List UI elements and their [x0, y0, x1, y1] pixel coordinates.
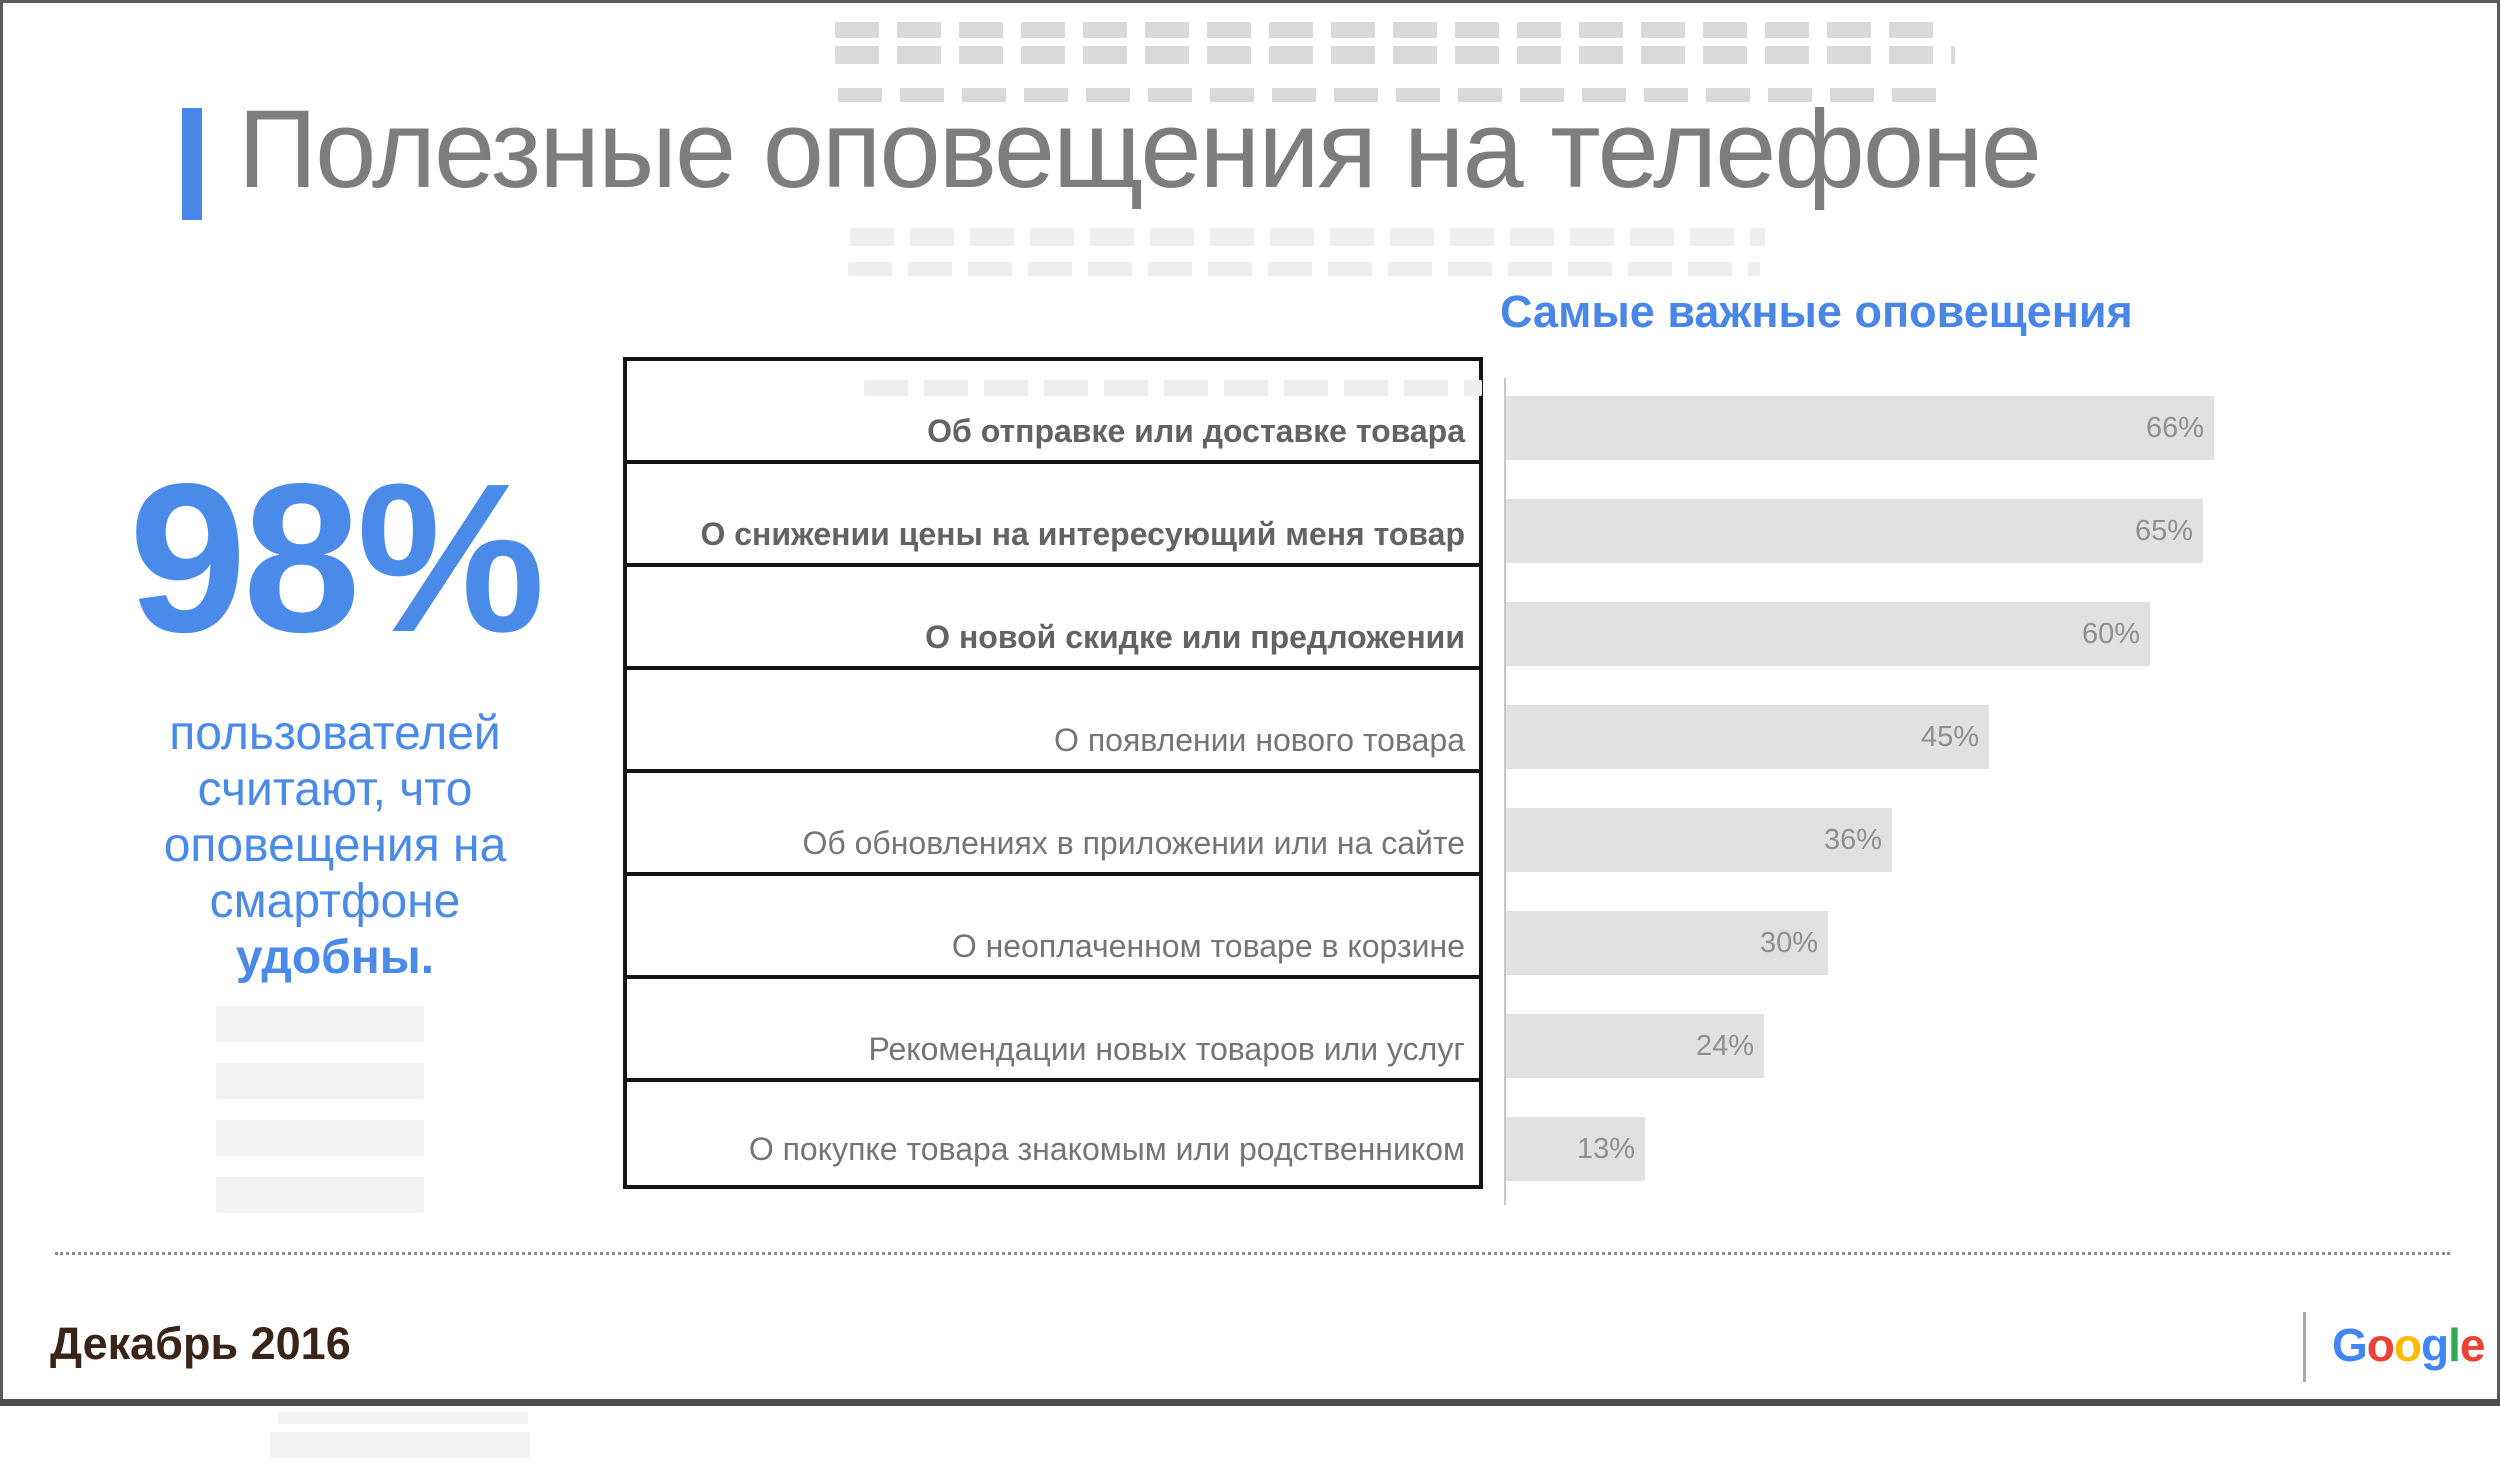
google-logo-letter: o [2366, 1319, 2395, 1371]
chart-bar-value: 60% [2081, 617, 2140, 650]
chart-bar-value: 66% [2145, 411, 2204, 444]
chart-category-label: О покупке товара знакомым или родственни… [748, 1131, 1465, 1167]
google-logo-letter: l [2448, 1319, 2461, 1371]
ghost-text-row [848, 262, 1760, 276]
chart-bar: 13% [1506, 1117, 1645, 1181]
chart-bar-value: 45% [1920, 720, 1979, 753]
ghost-text-row [838, 88, 1953, 102]
chart-bar-value: 65% [2134, 514, 2193, 547]
stat-big-number: 98% [128, 439, 545, 676]
ghost-text-row [278, 1412, 528, 1424]
google-logo-letter: g [2421, 1319, 2449, 1371]
ghost-text-row [216, 1177, 424, 1213]
chart-category-label: О новой скидке или предложении [627, 567, 1479, 670]
ghost-text-row [270, 1432, 530, 1458]
chart-bar-value: 13% [1576, 1132, 1635, 1165]
chart-category-label: О появлении нового товара [627, 670, 1479, 773]
ghost-text-row [864, 380, 1482, 396]
ghost-text-row [216, 1063, 424, 1099]
ghost-text-row [835, 22, 1950, 38]
ghost-text-row [850, 228, 1765, 246]
chart-bar: 66% [1506, 396, 2214, 460]
chart-bar: 30% [1506, 911, 1828, 975]
stat-line: оповещения на [163, 819, 507, 872]
footer-divider [55, 1252, 2450, 1255]
chart-bar: 24% [1506, 1014, 1764, 1078]
chart-category-label: Об отправке или доставке товара [627, 361, 1479, 464]
ghost-text-row [216, 1006, 424, 1042]
stat-lines: пользователей считают, что оповещения на см… [105, 706, 565, 930]
google-logo-letter: o [2393, 1319, 2422, 1371]
chart-bar-value: 24% [1695, 1029, 1754, 1062]
google-logo-letter: G [2332, 1319, 2368, 1371]
chart-label-table: Об отправке или доставке товара О снижени… [623, 357, 1483, 1189]
page-title: Полезные оповещения на телефоне [238, 88, 2042, 211]
chart-category-label: Рекомендации новых товаров или услуг [627, 979, 1479, 1082]
title-accent-bar [182, 108, 202, 220]
stat-line: смартфоне [209, 875, 461, 928]
slide-bottom-border [0, 1399, 2500, 1406]
chart-category-label: О снижении цены на интересующий меня тов… [627, 464, 1479, 567]
footer-date: Декабрь 2016 [50, 1318, 351, 1369]
stat-emphasis: удобны. [235, 931, 435, 984]
google-logo-letter: e [2459, 1319, 2486, 1371]
chart-bar: 36% [1506, 808, 1892, 872]
chart-bar: 65% [1506, 499, 2203, 563]
logo-separator-line [2303, 1312, 2306, 1382]
ghost-text-row [835, 46, 1955, 64]
chart-bar-value: 30% [1759, 926, 1818, 959]
chart-axis-line [1504, 378, 1506, 1205]
chart-bar-value: 36% [1823, 823, 1882, 856]
ghost-text-row [216, 1120, 424, 1156]
google-logo: Google [2332, 1318, 2486, 1372]
chart-title: Самые важные оповещения [1500, 286, 2133, 337]
chart-category-label: Об обновлениях в приложении или на сайте [627, 773, 1479, 876]
chart-bar: 45% [1506, 705, 1989, 769]
chart-category-label: О неоплаченном товаре в корзине [627, 876, 1479, 979]
stat-line: пользователей [169, 707, 501, 760]
chart-bars: 66% 65% 60% 45% 36% 30% 24% 13% [1506, 361, 2496, 1191]
stat-description: пользователей считают, что оповещения на см… [105, 706, 565, 986]
chart-bar: 60% [1506, 602, 2150, 666]
stat-line: считают, что [197, 763, 473, 816]
